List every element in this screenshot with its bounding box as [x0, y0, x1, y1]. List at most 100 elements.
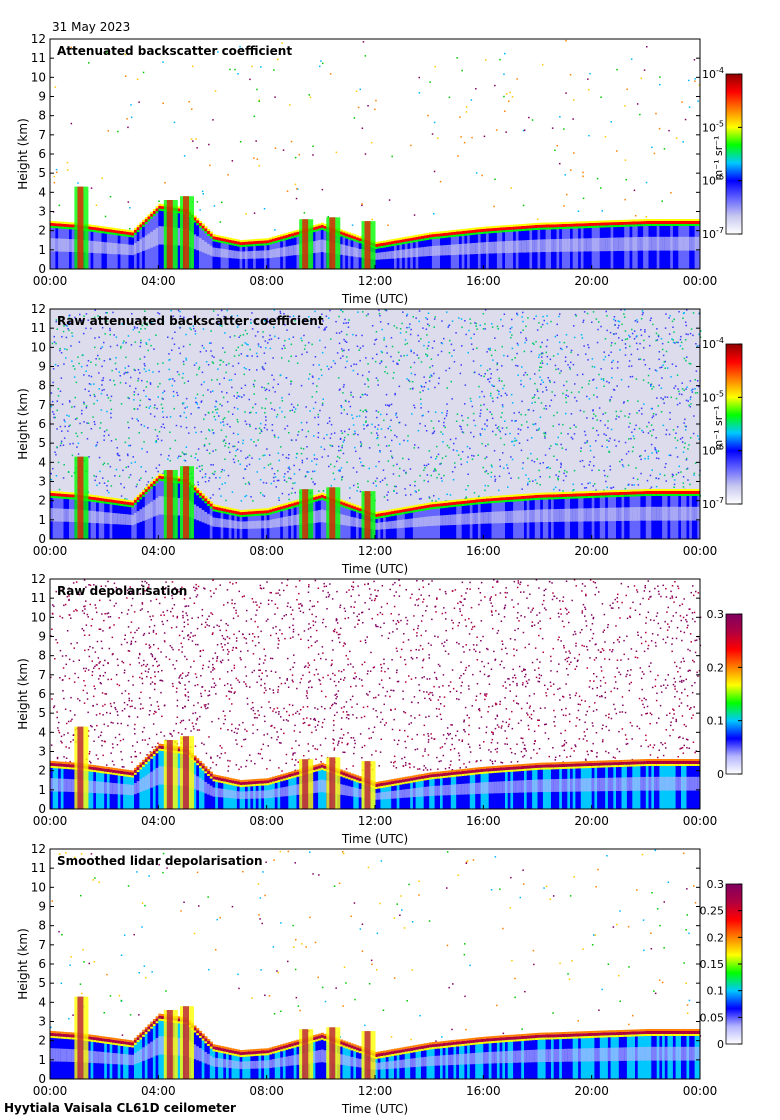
y-axis-label: Height (km)	[16, 658, 30, 729]
y-tick-label: 10	[31, 610, 46, 624]
x-tick-label: 04:00	[141, 1084, 176, 1098]
y-tick-label: 10	[31, 340, 46, 354]
y-tick-label: 4	[38, 185, 46, 199]
y-tick-label: 7	[38, 128, 46, 142]
y-tick-label: 12	[31, 32, 46, 46]
y-tick-label: 8	[38, 379, 46, 393]
x-tick-label: 00:00	[33, 274, 68, 288]
y-tick-label: 8	[38, 649, 46, 663]
y-tick-label: 11	[31, 591, 46, 605]
y-tick-label: 11	[31, 321, 46, 335]
y-tick-label: 12	[31, 842, 46, 856]
data-field	[50, 39, 701, 270]
x-tick-label: 20:00	[574, 814, 609, 828]
y-tick-label: 5	[38, 436, 46, 450]
y-tick-label: 6	[38, 417, 46, 431]
x-tick-label: 00:00	[683, 814, 718, 828]
x-axis-label: Time (UTC)	[341, 562, 408, 576]
y-tick-label: 2	[38, 494, 46, 508]
x-tick-label: 16:00	[466, 274, 501, 288]
x-tick-label: 08:00	[249, 814, 284, 828]
y-tick-label: 10	[31, 880, 46, 894]
y-tick-label: 6	[38, 687, 46, 701]
y-tick-label: 0	[38, 532, 46, 546]
colorbar	[725, 73, 743, 235]
y-tick-label: 12	[31, 302, 46, 316]
y-tick-label: 11	[31, 51, 46, 65]
colorbar-tick-label: 0.1	[707, 715, 725, 728]
y-tick-label: 8	[38, 109, 46, 123]
y-tick-label: 9	[38, 360, 46, 374]
x-tick-label: 20:00	[574, 274, 609, 288]
x-tick-label: 16:00	[466, 1084, 501, 1098]
y-tick-label: 0	[38, 1072, 46, 1086]
y-tick-label: 7	[38, 668, 46, 682]
colorbar-tick-label: 0.25	[700, 905, 725, 918]
y-tick-label: 1	[38, 243, 46, 257]
x-tick-label: 00:00	[683, 1084, 718, 1098]
colorbar-tick-label: 10-5	[702, 389, 724, 404]
colorbar-tick-label: 0	[717, 1038, 724, 1051]
y-tick-label: 2	[38, 224, 46, 238]
y-tick-label: 9	[38, 900, 46, 914]
x-tick-label: 04:00	[141, 274, 176, 288]
y-tick-label: 3	[38, 745, 46, 759]
y-tick-label: 6	[38, 147, 46, 161]
y-tick-label: 2	[38, 764, 46, 778]
y-tick-label: 3	[38, 475, 46, 489]
y-tick-label: 5	[38, 706, 46, 720]
y-tick-label: 7	[38, 398, 46, 412]
x-axis-label: Time (UTC)	[341, 832, 408, 846]
y-tick-label: 10	[31, 70, 46, 84]
data-field	[50, 309, 702, 540]
x-tick-label: 16:00	[466, 544, 501, 558]
colorbar-tick-label: 0.15	[700, 958, 725, 971]
x-tick-label: 12:00	[358, 274, 393, 288]
y-tick-label: 9	[38, 90, 46, 104]
y-tick-label: 4	[38, 455, 46, 469]
panel-title: Raw depolarisation	[57, 584, 187, 598]
colorbar-tick-label: 10-4	[702, 66, 724, 81]
x-axis-label: Time (UTC)	[341, 292, 408, 306]
colorbar-tick-label: 0.2	[707, 931, 725, 944]
x-tick-label: 20:00	[574, 544, 609, 558]
x-tick-label: 20:00	[574, 1084, 609, 1098]
colorbar-tick-label: 0.3	[707, 878, 725, 891]
y-tick-label: 4	[38, 725, 46, 739]
footer-label: Hyytiala Vaisala CL61D ceilometer	[4, 1101, 236, 1115]
y-tick-label: 8	[38, 919, 46, 933]
colorbar-tick-label: 0	[717, 768, 724, 781]
x-tick-label: 08:00	[249, 274, 284, 288]
colorbar	[725, 613, 743, 775]
y-tick-label: 12	[31, 572, 46, 586]
y-axis-label: Height (km)	[16, 118, 30, 189]
colorbar-tick-label: 0.05	[700, 1011, 725, 1024]
colorbar-tick-label: 10-7	[702, 226, 724, 241]
y-tick-label: 1	[38, 513, 46, 527]
x-tick-label: 00:00	[33, 544, 68, 558]
x-tick-label: 04:00	[141, 544, 176, 558]
x-tick-label: 08:00	[249, 544, 284, 558]
y-tick-label: 7	[38, 938, 46, 952]
colorbar-tick-label: 10-4	[702, 336, 724, 351]
colorbar-tick-label: 10-5	[702, 119, 724, 134]
data-field	[50, 579, 702, 810]
x-tick-label: 08:00	[249, 1084, 284, 1098]
x-tick-label: 16:00	[466, 814, 501, 828]
x-tick-label: 12:00	[358, 544, 393, 558]
y-tick-label: 0	[38, 802, 46, 816]
colorbar-tick-label: 0.3	[707, 608, 725, 621]
y-tick-label: 1	[38, 783, 46, 797]
date-label: 31 May 2023	[52, 20, 131, 34]
y-tick-label: 1	[38, 1053, 46, 1067]
x-tick-label: 12:00	[358, 1084, 393, 1098]
y-tick-label: 11	[31, 861, 46, 875]
x-tick-label: 00:00	[33, 1084, 68, 1098]
x-axis-label: Time (UTC)	[341, 1102, 408, 1116]
x-tick-label: 00:00	[683, 544, 718, 558]
